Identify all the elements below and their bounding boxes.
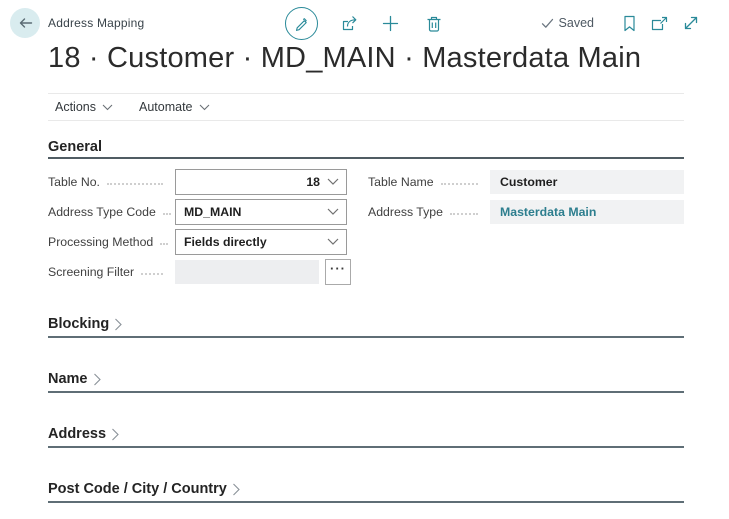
section-divider [48,446,684,448]
dotted-leader [440,182,478,185]
page-title: 18 · Customer · MD_MAIN · Masterdata Mai… [48,42,642,74]
save-status: Saved [541,16,594,30]
record-action-icons [285,7,442,40]
ellipsis-icon: ··· [330,261,346,276]
dotted-leader [141,272,163,275]
automate-menu-label: Automate [139,100,193,114]
chevron-right-icon [111,428,120,441]
bookmark-icon [623,15,636,32]
dropdown-chevron-icon[interactable] [327,178,339,186]
general-section-divider [48,157,684,159]
table-name-value-field: Customer [490,170,684,194]
table-name-value: Customer [500,175,558,189]
section-divider [48,336,684,338]
general-section-header[interactable]: General [48,138,102,156]
field-row-screening-filter: Screening Filter ··· [0,259,729,285]
general-section-title: General [48,139,102,155]
actions-menu[interactable]: Actions [55,100,113,114]
processing-method-input[interactable]: Fields directly [175,229,347,255]
automate-menu[interactable]: Automate [139,100,210,114]
screening-filter-input[interactable] [175,260,319,284]
back-button[interactable] [10,8,40,38]
section-blocking[interactable]: Blocking [48,316,684,338]
table-no-label: Table No. [48,169,171,195]
bookmark-button[interactable] [623,15,636,32]
processing-method-value: Fields directly [184,235,267,249]
section-name-title: Name [48,371,88,387]
expand-diagonal-icon [683,15,699,31]
section-divider [48,501,684,503]
address-type-value: Masterdata Main [500,205,597,219]
top-command-bar: Address Mapping [0,0,729,46]
processing-method-label: Processing Method [48,229,171,255]
plus-icon [382,15,399,32]
share-icon [341,15,359,32]
field-row-processing-method: Processing Method Fields directly [0,229,729,255]
chevron-right-icon [114,318,123,331]
address-type-code-label: Address Type Code [48,199,171,225]
back-arrow-icon [17,15,34,31]
field-row-address-type-code: Address Type Code MD_MAIN Address Type M… [0,199,729,225]
dotted-leader [160,242,169,245]
new-button[interactable] [382,15,399,32]
save-status-label: Saved [558,16,594,30]
chevron-right-icon [93,373,102,386]
dotted-leader [106,182,163,185]
table-no-input[interactable]: 18 [175,169,347,195]
open-in-window-button[interactable] [651,16,668,31]
field-row-table-no: Table No. 18 Table Name Customer [0,169,729,195]
dotted-leader [449,212,478,215]
checkmark-icon [541,18,554,29]
action-menubar: Actions Automate [48,93,684,121]
actions-menu-label: Actions [55,100,96,114]
table-name-label: Table Name [368,169,486,195]
table-no-value: 18 [306,175,320,189]
screening-filter-label: Screening Filter [48,259,171,285]
page-state-icons: Saved [541,0,699,46]
chevron-down-icon [102,104,113,111]
fullscreen-button[interactable] [683,15,699,31]
section-post-code-title: Post Code / City / Country [48,481,227,497]
section-divider [48,391,684,393]
chevron-right-icon [232,483,241,496]
screening-filter-assist-button[interactable]: ··· [325,259,351,285]
address-type-value-field[interactable]: Masterdata Main [490,200,684,224]
edit-button[interactable] [285,7,318,40]
breadcrumb[interactable]: Address Mapping [48,16,145,30]
section-address[interactable]: Address [48,426,684,448]
dropdown-chevron-icon[interactable] [327,208,339,216]
popout-window-icon [651,16,668,31]
dropdown-chevron-icon[interactable] [327,238,339,246]
section-name[interactable]: Name [48,371,684,393]
section-blocking-title: Blocking [48,316,110,332]
chevron-down-icon [199,104,210,111]
pencil-icon [294,16,309,31]
section-address-title: Address [48,426,107,442]
delete-button[interactable] [426,15,442,32]
address-type-label: Address Type [368,199,486,225]
address-type-code-value: MD_MAIN [184,205,242,219]
address-type-code-input[interactable]: MD_MAIN [175,199,347,225]
trash-icon [426,15,442,32]
share-button[interactable] [341,15,359,32]
dotted-leader [162,212,171,215]
section-post-code-city-country[interactable]: Post Code / City / Country [48,481,684,503]
